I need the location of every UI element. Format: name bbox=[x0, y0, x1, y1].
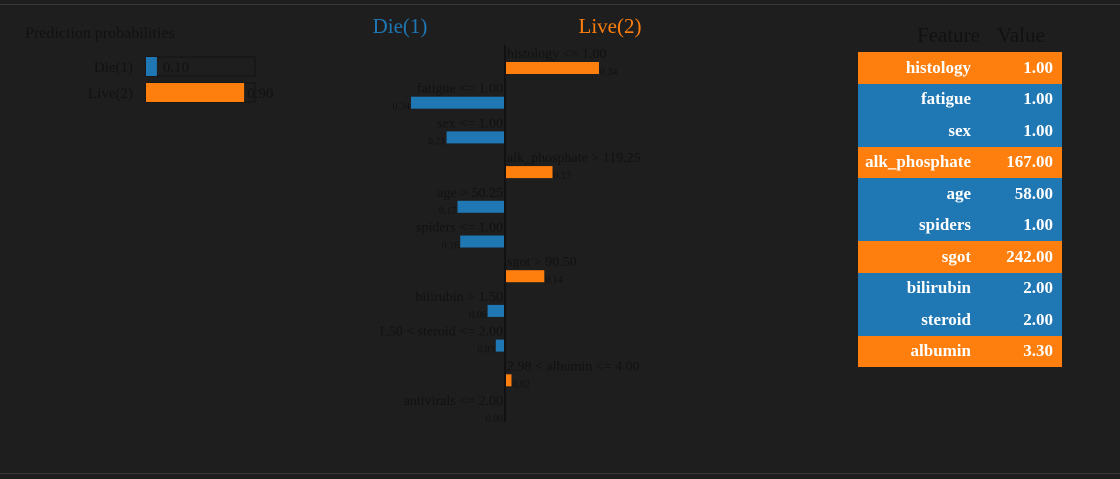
weight-bar-value-label: 0.02 bbox=[512, 379, 530, 390]
table-row: alk_phosphate 167.00 bbox=[858, 146, 1062, 178]
weight-bar-condition-label: spiders <= 1.00 bbox=[416, 221, 503, 236]
negative-class-label: Die(1) bbox=[373, 14, 428, 38]
top-divider bbox=[0, 4, 1120, 5]
table-row: spiders 1.00 bbox=[858, 209, 1062, 241]
table-row: age 58.00 bbox=[858, 178, 1062, 210]
feature-name-cell: age bbox=[946, 183, 971, 203]
table-row: bilirubin 2.00 bbox=[858, 272, 1062, 304]
feature-name-cell: alk_phosphate bbox=[865, 152, 971, 172]
feature-value-cell: 1.00 bbox=[1023, 57, 1053, 77]
feature-weights-chart: Die(1) Live(2) histology <= 1.00 0.34 fati… bbox=[373, 14, 642, 425]
weight-bar-value-label: 0.06 bbox=[469, 310, 487, 321]
weight-bar-value-label: 0.03 bbox=[477, 345, 495, 356]
bottom-divider bbox=[0, 473, 1120, 474]
weight-bar bbox=[495, 339, 504, 352]
feature-value-cell: 1.00 bbox=[1023, 215, 1053, 235]
weight-bar-condition-label: fatigue <= 1.00 bbox=[417, 82, 503, 97]
weight-bar-condition-label: alk_phosphate > 119.25 bbox=[507, 151, 641, 166]
weight-bar-value-label: 0.14 bbox=[545, 275, 563, 286]
feature-name-cell: sgot bbox=[941, 246, 971, 266]
feature-value-cell: 2.00 bbox=[1023, 278, 1053, 298]
probability-bar bbox=[146, 57, 157, 76]
weight-bar-value-label: 0.17 bbox=[439, 206, 457, 217]
table-row: histology 1.00 bbox=[858, 52, 1062, 84]
weight-bar bbox=[506, 374, 512, 387]
feature-value-cell: 167.00 bbox=[1006, 152, 1053, 172]
feature-value-cell: 242.00 bbox=[1006, 246, 1053, 266]
feature-name-cell: spiders bbox=[919, 215, 971, 235]
weight-bar bbox=[506, 62, 599, 74]
probability-bar bbox=[146, 83, 245, 102]
feature-value-table: Feature Value histology 1.00 fatigue 1.00 se… bbox=[858, 18, 1062, 367]
feature-value-cell: 2.00 bbox=[1023, 309, 1053, 329]
probability-value-label: 0.10 bbox=[163, 60, 189, 76]
table-row: albumin 3.30 bbox=[858, 335, 1062, 367]
table-header-row: Feature Value bbox=[858, 18, 1062, 52]
weight-bar-value-label: 0.21 bbox=[428, 136, 446, 147]
feature-name-cell: albumin bbox=[910, 341, 971, 361]
weight-bar-value-label: 0.34 bbox=[393, 102, 411, 113]
weight-bar-value-label: 0.16 bbox=[442, 241, 460, 252]
feature-value-cell: 3.30 bbox=[1023, 341, 1053, 361]
weight-bar bbox=[506, 166, 553, 179]
weight-bar-condition-label: bilirubin > 1.50 bbox=[415, 290, 503, 305]
table-row: steroid 2.00 bbox=[858, 304, 1062, 336]
probability-category-label: Die(1) bbox=[94, 60, 133, 76]
column-header-value: Value bbox=[997, 22, 1045, 47]
weight-bar-condition-label: age > 50.25 bbox=[437, 186, 503, 201]
table-row: sgot 242.00 bbox=[858, 241, 1062, 273]
prediction-probabilities-chart: Prediction probabilities Die(1) 0.10 Live(… bbox=[25, 25, 273, 103]
feature-name-cell: fatigue bbox=[920, 89, 971, 109]
probability-value-label: 0.90 bbox=[247, 86, 273, 102]
weight-bar-condition-label: 1.50 < steroid <= 2.00 bbox=[378, 325, 503, 340]
table-row: fatigue 1.00 bbox=[858, 83, 1062, 115]
chart-title: Prediction probabilities bbox=[25, 25, 175, 42]
weight-bar-value-label: 0.17 bbox=[554, 171, 572, 182]
weight-bar-value-label: 0.34 bbox=[600, 67, 618, 78]
feature-name-cell: sex bbox=[948, 120, 971, 140]
weight-bar bbox=[457, 200, 504, 213]
weight-bar bbox=[460, 235, 504, 248]
table-row: sex 1.00 bbox=[858, 115, 1062, 147]
weight-bar bbox=[411, 96, 504, 109]
weight-bar-value-label: 0.00 bbox=[486, 414, 504, 425]
feature-value-cell: 1.00 bbox=[1023, 120, 1053, 140]
probability-category-label: Live(2) bbox=[88, 86, 133, 102]
weight-bar bbox=[487, 304, 504, 317]
weight-bar-condition-label: 2.98 < albumin <= 4.00 bbox=[507, 359, 640, 374]
feature-value-cell: 58.00 bbox=[1014, 183, 1053, 203]
weight-bar bbox=[506, 270, 545, 283]
weight-bar-condition-label: sgot > 90.50 bbox=[507, 255, 577, 270]
positive-class-label: Live(2) bbox=[579, 14, 642, 38]
weight-bar-condition-label: histology <= 1.00 bbox=[507, 47, 606, 62]
feature-name-cell: steroid bbox=[921, 309, 971, 329]
feature-name-cell: bilirubin bbox=[906, 278, 971, 298]
feature-name-cell: histology bbox=[905, 57, 971, 77]
weight-bar-condition-label: antivirals <= 2.00 bbox=[404, 394, 503, 409]
weight-bar-condition-label: sex <= 1.00 bbox=[437, 116, 503, 131]
feature-value-cell: 1.00 bbox=[1023, 89, 1053, 109]
weight-bar bbox=[446, 131, 504, 144]
column-header-feature: Feature bbox=[917, 22, 980, 47]
